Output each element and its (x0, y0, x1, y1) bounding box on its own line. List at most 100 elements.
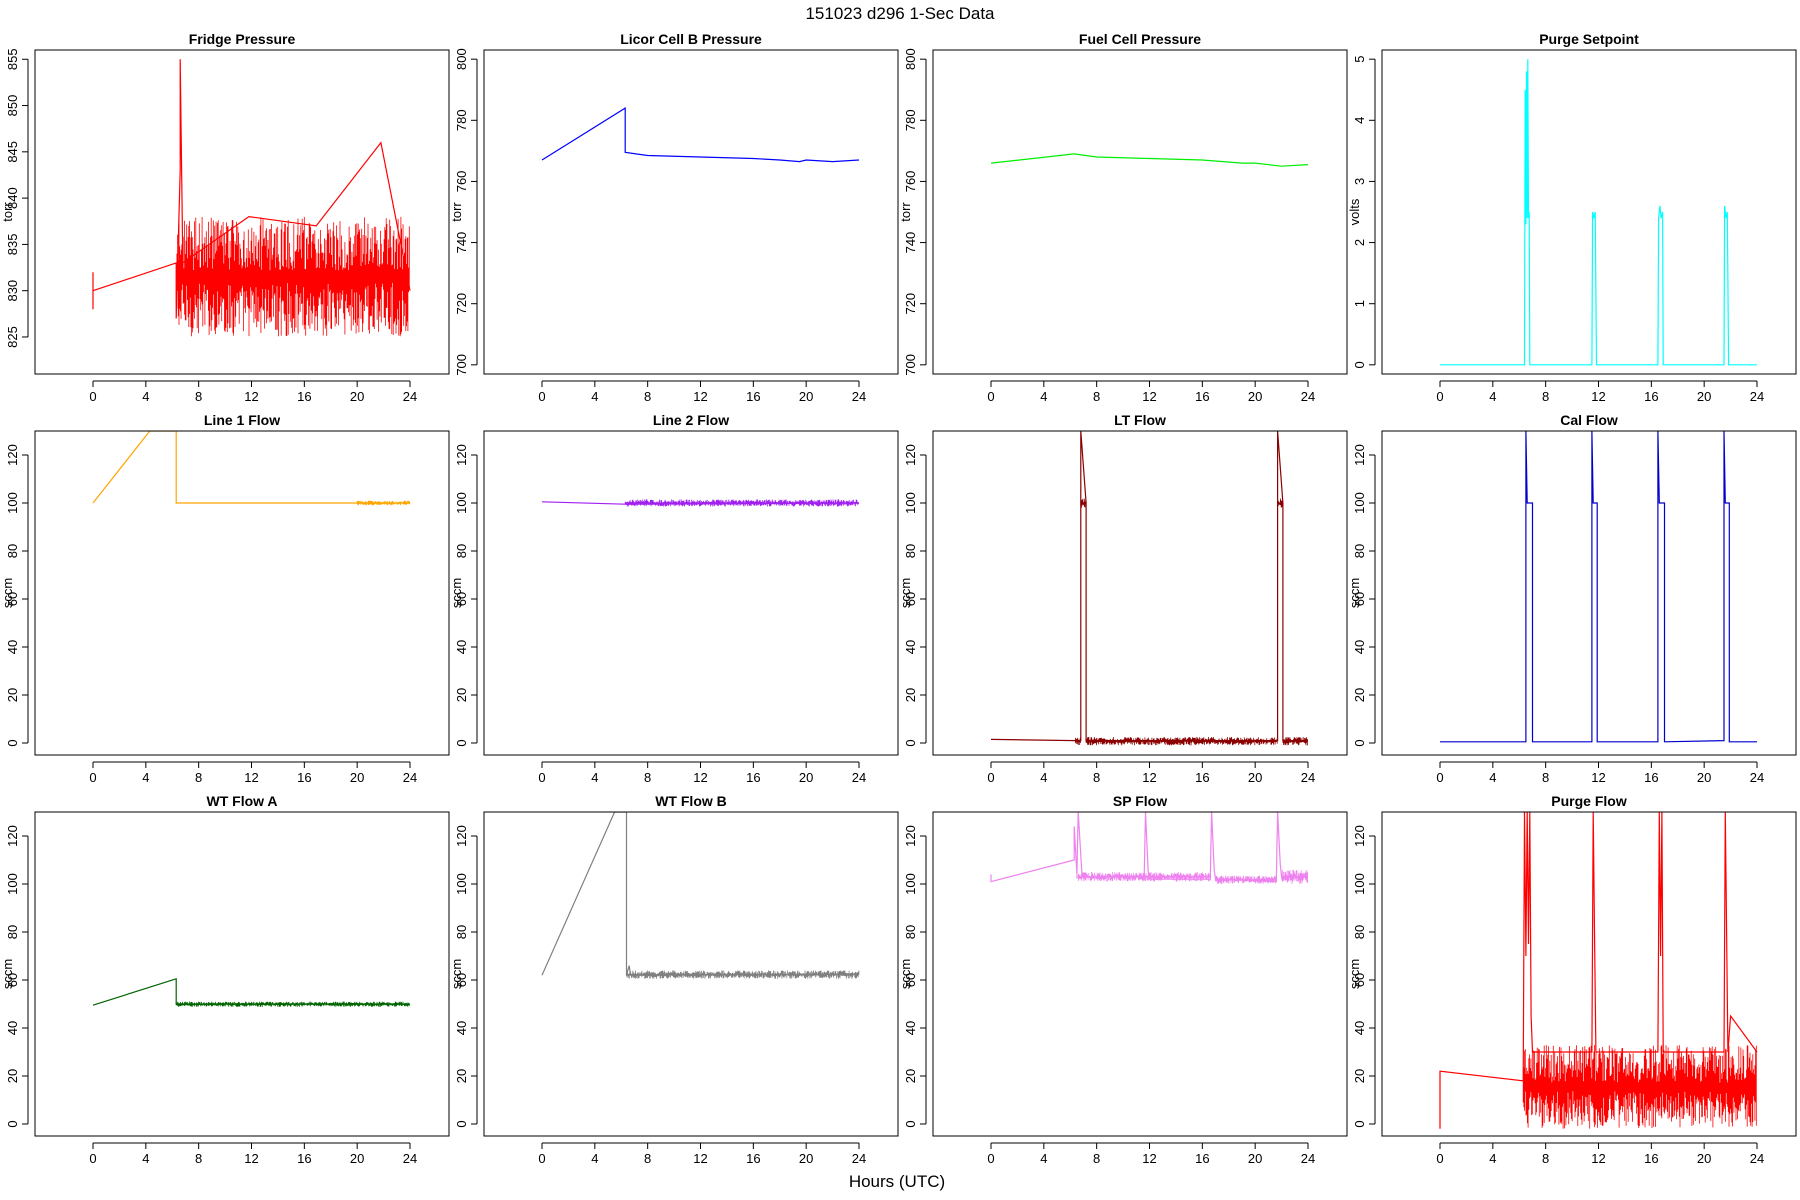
y-tick-label: 80 (5, 925, 20, 939)
panel-title: Purge Setpoint (1539, 31, 1639, 47)
plot-area (541, 812, 860, 979)
noise-band (1522, 1045, 1757, 1129)
series-line (541, 501, 860, 505)
y-tick-label: 120 (1352, 444, 1367, 466)
plot-area (92, 59, 411, 337)
x-tick-label: 4 (142, 770, 149, 785)
panel-10: WT Flow B sccm 0 20 40 60 80 100 120 0 4 8 12 16 20 24 (449, 793, 899, 1166)
plot-frame (1381, 430, 1797, 756)
y-tick-label: 780 (454, 109, 469, 131)
x-tick-label: 20 (1697, 389, 1711, 404)
panel-title: Fridge Pressure (189, 31, 296, 47)
y-tick-label: 120 (454, 444, 469, 466)
y-tick-label: 855 (5, 48, 20, 70)
y-tick-label: 20 (903, 1069, 918, 1083)
x-tick-label: 0 (538, 1151, 545, 1166)
panel-11: SP Flow sccm 0 20 40 60 80 100 120 0 4 8 12 16 20 24 (898, 793, 1348, 1166)
y-axis-label: sccm (0, 959, 15, 989)
y-tick-label: 100 (5, 492, 20, 514)
y-tick-label: 850 (5, 95, 20, 117)
y-tick-label: 835 (5, 234, 20, 256)
y-axis-label: sccm (898, 578, 913, 608)
y-tick-label: 120 (903, 444, 918, 466)
y-tick-label: 60 (454, 592, 469, 606)
x-tick-label: 16 (1644, 770, 1658, 785)
figure-title: 151023 d296 1-Sec Data (805, 4, 995, 23)
y-tick-label: 120 (903, 825, 918, 847)
x-tick-label: 4 (142, 1151, 149, 1166)
x-tick-label: 24 (1750, 389, 1764, 404)
y-tick-label: 80 (903, 544, 918, 558)
panel-12: Purge Flow sccm 0 20 40 60 80 100 120 0 4 8 12 16 20 24 (1347, 793, 1797, 1166)
y-tick-label: 60 (1352, 973, 1367, 987)
panel-6: Line 2 Flow sccm 0 20 40 60 80 100 120 0 4 8 12 16 20 2… (449, 412, 899, 785)
y-axis-label: torr (449, 202, 464, 222)
x-tick-label: 20 (1248, 389, 1262, 404)
y-tick-label: 830 (5, 280, 20, 302)
x-tick-label: 12 (244, 1151, 258, 1166)
y-axis-label: sccm (449, 578, 464, 608)
y-tick-label: 40 (454, 640, 469, 654)
panel-title: Line 2 Flow (653, 412, 729, 428)
y-tick-label: 760 (454, 171, 469, 193)
y-tick-label: 120 (5, 444, 20, 466)
y-axis-label: sccm (1347, 578, 1362, 608)
x-tick-label: 20 (1248, 770, 1262, 785)
y-tick-label: 20 (1352, 1069, 1367, 1083)
x-tick-label: 4 (1489, 389, 1496, 404)
panel-title: Fuel Cell Pressure (1079, 31, 1201, 47)
x-tick-label: 20 (799, 770, 813, 785)
y-tick-label: 80 (454, 925, 469, 939)
y-tick-label: 0 (454, 739, 469, 746)
x-tick-label: 4 (142, 389, 149, 404)
panel-1: Fridge Pressuretorr825830835840845850855… (0, 31, 450, 404)
plot-frame (1381, 49, 1797, 375)
x-tick-label: 12 (1142, 389, 1156, 404)
y-tick-label: 740 (454, 232, 469, 254)
x-tick-label: 4 (1489, 770, 1496, 785)
y-tick-label: 80 (903, 925, 918, 939)
x-tick-label: 16 (1644, 1151, 1658, 1166)
y-tick-label: 3 (1352, 178, 1367, 185)
panel-9: WT Flow A sccm 0 20 40 60 80 100 120 0 4 8 12 16 20 24 (0, 793, 450, 1166)
plot-area (541, 499, 860, 507)
x-tick-label: 4 (1040, 1151, 1047, 1166)
x-tick-label: 12 (1591, 389, 1605, 404)
x-tick-label: 16 (297, 770, 311, 785)
x-tick-label: 16 (746, 770, 760, 785)
noise-band (175, 216, 410, 337)
y-tick-label: 0 (454, 1120, 469, 1127)
x-tick-label: 16 (1195, 1151, 1209, 1166)
y-tick-label: 40 (5, 640, 20, 654)
x-tick-label: 24 (403, 389, 417, 404)
y-tick-label: 120 (5, 825, 20, 847)
panel-title: Line 1 Flow (204, 412, 280, 428)
y-tick-label: 0 (903, 1120, 918, 1127)
y-tick-label: 100 (1352, 492, 1367, 514)
y-tick-label: 60 (5, 973, 20, 987)
series-line (990, 431, 1308, 742)
x-tick-label: 12 (693, 389, 707, 404)
y-tick-label: 100 (5, 873, 20, 895)
y-tick-label: 720 (454, 293, 469, 315)
x-tick-label: 20 (799, 1151, 813, 1166)
series-line (541, 812, 860, 976)
plot-frame (483, 430, 899, 756)
panel-title: WT Flow A (206, 793, 277, 809)
panel-title: Cal Flow (1560, 412, 1618, 428)
y-tick-label: 120 (1352, 825, 1367, 847)
y-tick-label: 720 (903, 293, 918, 315)
y-tick-label: 700 (454, 354, 469, 376)
x-tick-label: 12 (1591, 1151, 1605, 1166)
y-axis-label: torr (0, 202, 15, 222)
x-tick-label: 24 (1301, 1151, 1315, 1166)
series-line (1440, 431, 1757, 743)
y-tick-label: 800 (454, 48, 469, 70)
x-tick-label: 8 (195, 1151, 202, 1166)
x-tick-label: 0 (987, 770, 994, 785)
y-axis-label: sccm (0, 578, 15, 608)
y-tick-label: 0 (5, 739, 20, 746)
y-axis-label: sccm (1347, 959, 1362, 989)
y-tick-label: 80 (5, 544, 20, 558)
